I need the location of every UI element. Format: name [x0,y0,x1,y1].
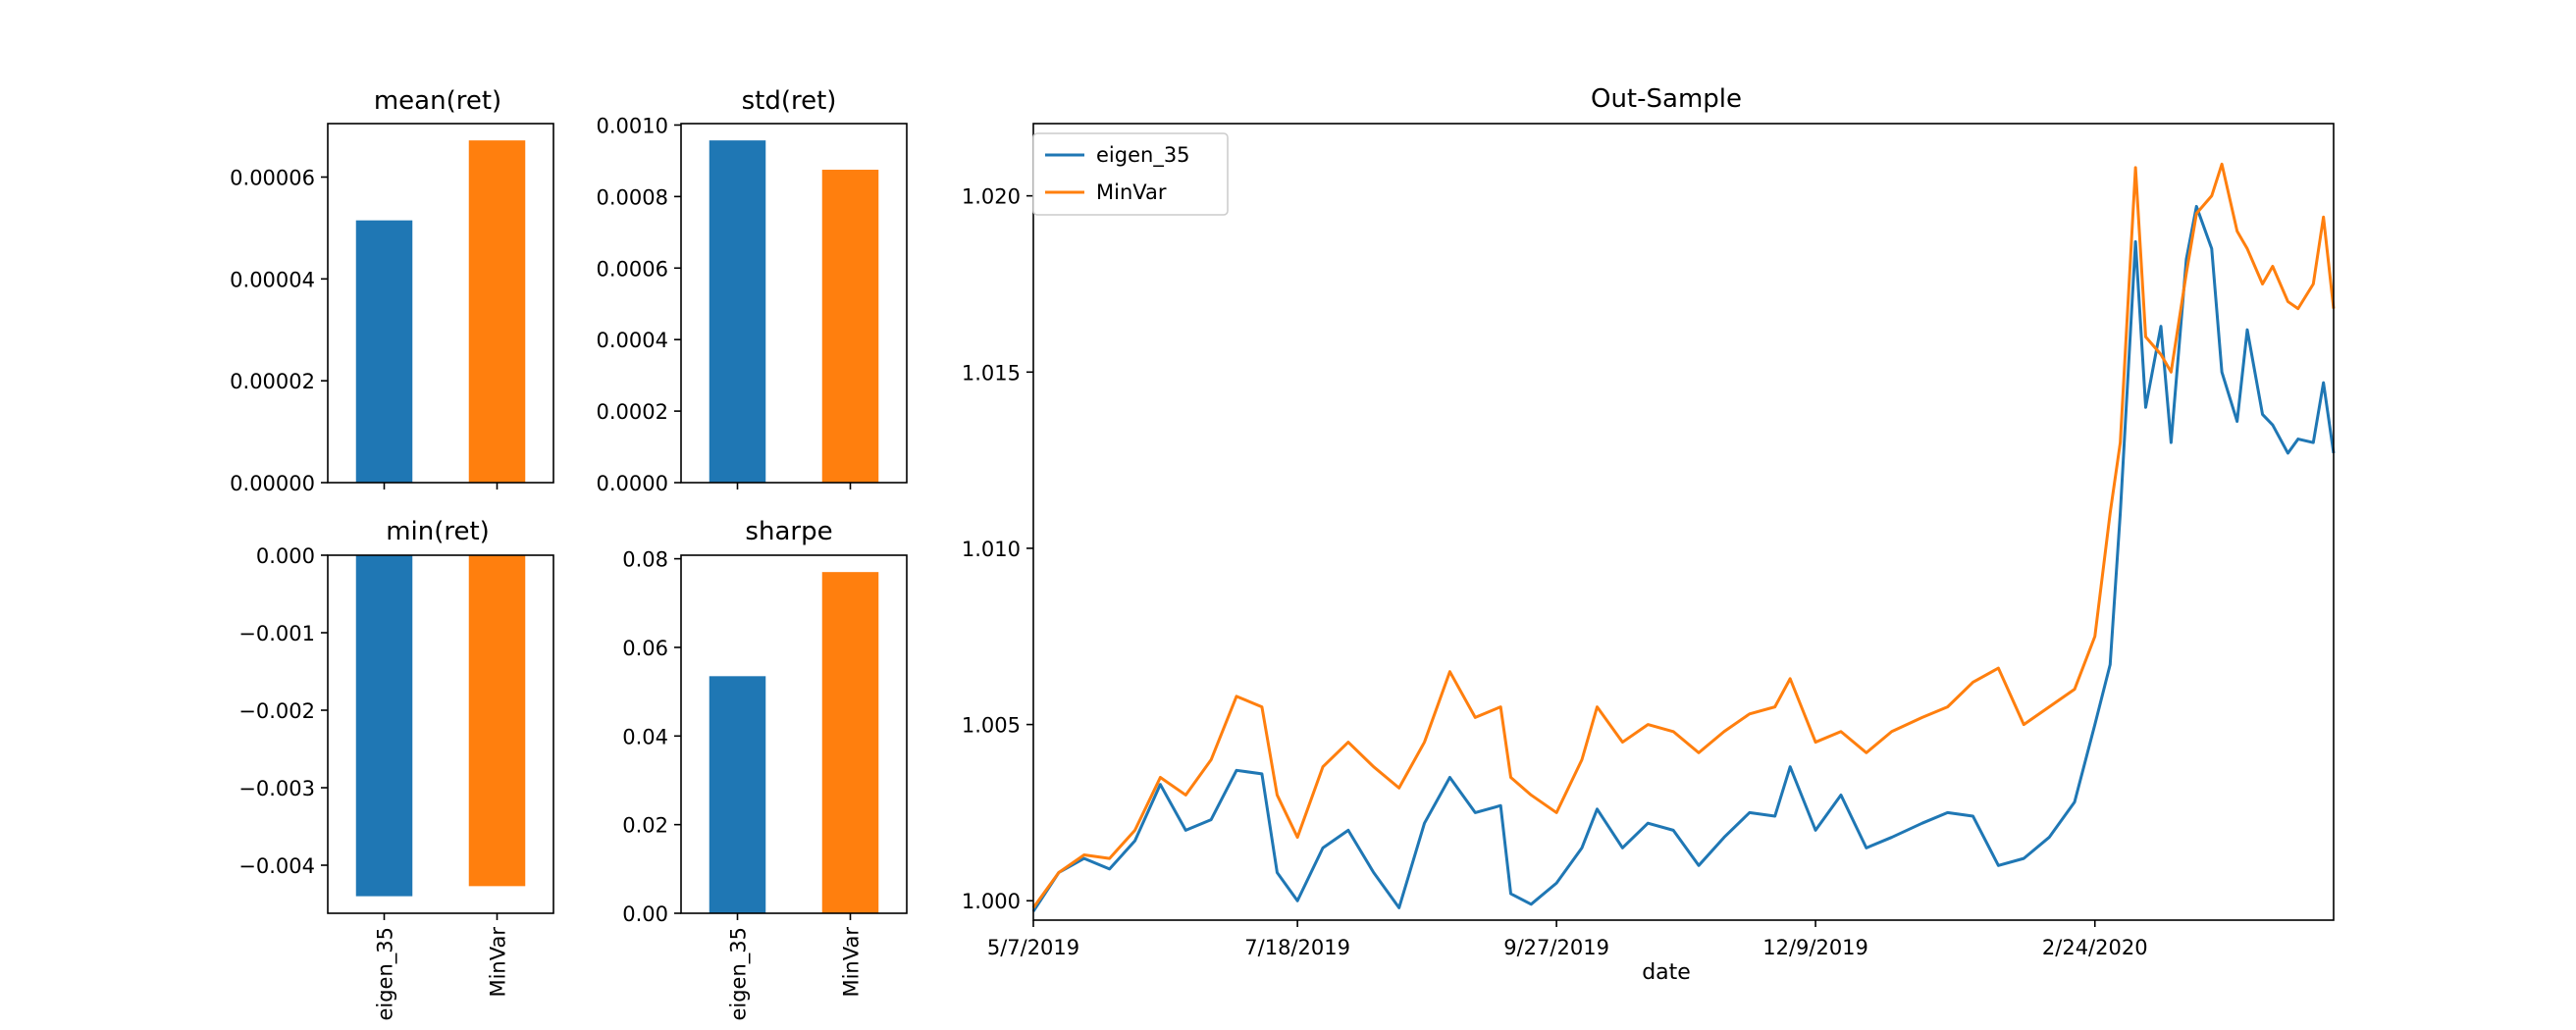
std-axes-frame [680,123,908,484]
min-axes-frame [327,554,554,914]
sharpe-ytick-label-0: 0.00 [622,902,668,926]
mean-bar-minvar [468,140,526,484]
std-ytick-label-2: 0.0004 [597,329,668,352]
series-line-eigen-35 [1031,204,2336,912]
outsample-xtick-label-2: 9/27/2019 [1503,936,1609,959]
outsample-xlabel: date [1642,960,1691,985]
sharpe-plot: eigen_35 MinVar 0.00 0.02 0.04 0.06 0.08 [622,548,908,1021]
std-ytick-label-1: 0.0002 [597,400,668,424]
mean-ytick-label-1: 0.00002 [230,370,315,393]
min-ytick-label-3: −0.003 [238,777,315,800]
sharpe-xtick-label-1: MinVar [840,927,864,998]
min-bar-minvar [468,555,526,887]
sharpe-bar-eigen-35 [709,676,766,913]
legend: eigen_35 MinVar [1032,132,1229,216]
mean-title: mean(ret) [374,86,501,116]
outsample-xtick-label-0: 5/7/2019 [987,936,1079,959]
series-line-minvar [1031,162,2336,909]
outsample-xtick-label-3: 12/9/2019 [1762,936,1868,959]
min-plot: eigen_35 MinVar 0.000 −0.001 −0.002 −0.003 −0.… [238,544,554,1021]
min-ytick-label-0: 0.000 [256,544,315,568]
outsample-ytick-label-0: 1.000 [962,890,1021,913]
sharpe-xtick-label-0: eigen_35 [727,927,752,1021]
sharpe-axes-frame [680,554,908,914]
chart-min: min(ret) eigen_35 MinVar 0.000 −0.001 −0.002… [238,517,554,1021]
std-ytick-label-3: 0.0006 [597,257,668,281]
outsample-title: Out-Sample [1591,84,1742,114]
std-bar-eigen-35 [709,140,766,483]
sharpe-ytick-label-1: 0.02 [622,814,668,838]
mean-ytick-label-2: 0.00004 [230,268,315,291]
std-bar-minvar [821,170,879,484]
min-xtick-label-1: MinVar [487,927,510,998]
legend-label-minvar: MinVar [1096,180,1167,204]
min-title: min(ret) [386,517,490,546]
std-ytick-label-5: 0.0010 [597,114,668,137]
chart-outsample: Out-Sample date 1.000 1.005 1.010 1.015 1.02… [962,84,2336,985]
sharpe-ytick-label-3: 0.06 [622,637,668,660]
min-ytick-label-1: −0.001 [238,622,315,645]
outsample-ytick-label-1: 1.005 [962,714,1021,738]
sharpe-ytick-label-4: 0.08 [622,548,668,572]
std-ytick-label-4: 0.0008 [597,185,668,209]
outsample-xtick-label-4: 2/24/2020 [2042,936,2148,959]
mean-bar-eigen-35 [355,220,413,483]
mean-ytick-label-0: 0.00000 [230,472,315,495]
outsample-axes-frame [1032,123,2335,921]
min-ytick-label-2: −0.002 [238,699,315,723]
mean-ytick-label-3: 0.00006 [230,167,315,190]
chart-mean: mean(ret) 0.00000 0.00002 0.00004 0.00006 [230,86,554,495]
legend-label-eigen-35: eigen_35 [1096,143,1190,168]
mean-plot: 0.00000 0.00002 0.00004 0.00006 [230,123,554,495]
std-plot: 0.0000 0.0002 0.0004 0.0006 0.0008 0.0010 [597,114,908,495]
std-title: std(ret) [742,86,837,116]
outsample-xtick-label-1: 7/18/2019 [1244,936,1350,959]
outsample-plot: 1.000 1.005 1.010 1.015 1.020 5/7/2019 7/18/20… [962,123,2336,959]
std-ytick-label-0: 0.0000 [597,472,668,495]
outsample-ytick-label-4: 1.020 [962,185,1021,209]
min-ytick-label-4: −0.004 [238,854,315,878]
outsample-ytick-label-2: 1.010 [962,538,1021,561]
chart-std: std(ret) 0.00000.00020.00040.00060.00080… [597,86,908,495]
chart-sharpe: sharpe eigen_35 MinVar 0.00 0.02 0.04 0.06 0.0… [622,517,908,1021]
sharpe-ytick-label-2: 0.04 [622,725,668,748]
outsample-ytick-label-3: 1.015 [962,361,1021,385]
mean-axes-frame [327,123,554,484]
sharpe-bar-minvar [821,572,879,913]
sharpe-title: sharpe [745,517,832,546]
min-bar-eigen-35 [355,555,413,897]
min-xtick-label-0: eigen_35 [374,927,398,1021]
